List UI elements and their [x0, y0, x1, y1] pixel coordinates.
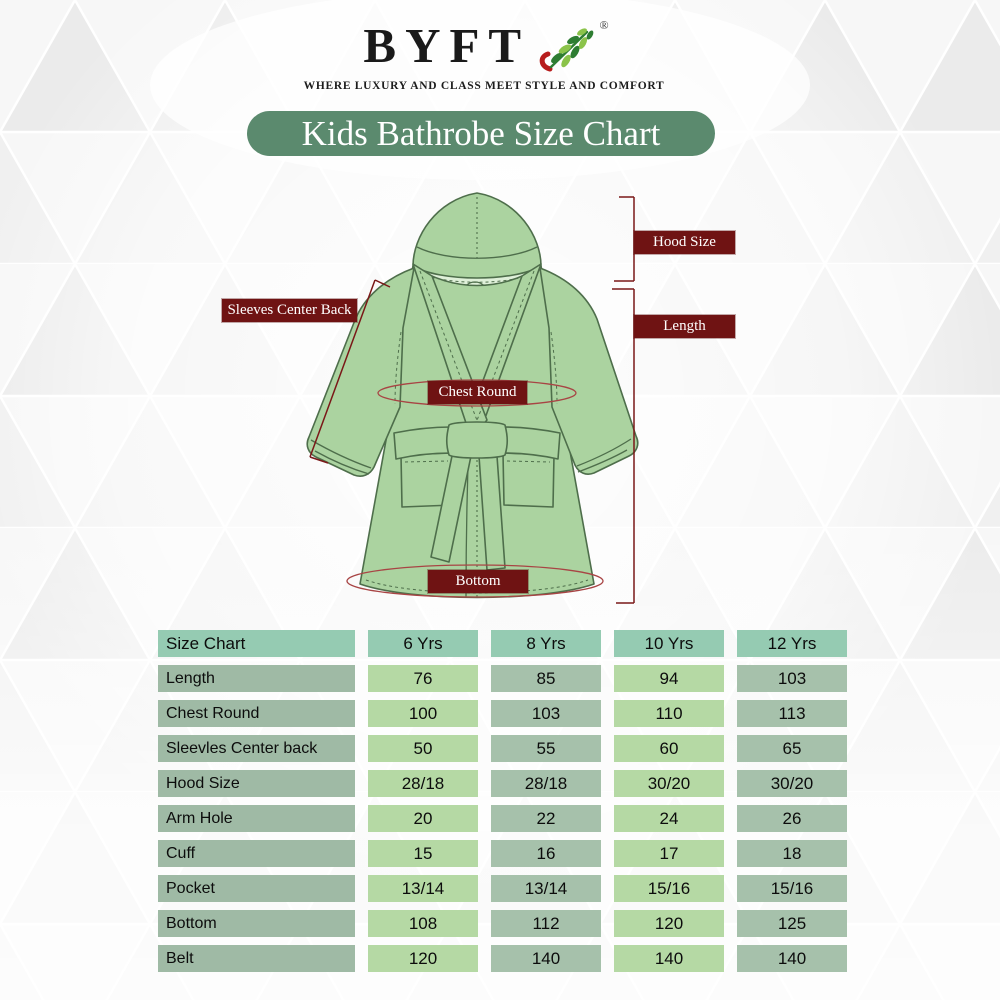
- table-header-8yrs: 8 Yrs: [491, 630, 601, 657]
- value-cell: 125: [737, 910, 847, 937]
- value-cell: 28/18: [491, 770, 601, 797]
- leaf-branch-icon: ®: [539, 18, 609, 74]
- value-cell: 120: [614, 910, 724, 937]
- table-header-6yrs: 6 Yrs: [368, 630, 478, 657]
- value-cell: 120: [368, 945, 478, 972]
- value-cell: 140: [491, 945, 601, 972]
- value-cell: 65: [737, 735, 847, 762]
- table-header-10yrs: 10 Yrs: [614, 630, 724, 657]
- value-cell: 30/20: [614, 770, 724, 797]
- value-cell: 17: [614, 840, 724, 867]
- value-cell: 15/16: [737, 875, 847, 902]
- value-cell: 20: [368, 805, 478, 832]
- value-cell: 76: [368, 665, 478, 692]
- label-hood-size: Hood Size: [634, 231, 735, 254]
- value-cell: 103: [491, 700, 601, 727]
- label-bottom: Bottom: [428, 570, 528, 593]
- row-label-cell: Hood Size: [158, 770, 355, 797]
- row-label-cell: Sleevles Center back: [158, 735, 355, 762]
- value-cell: 140: [614, 945, 724, 972]
- size-table: Size Chart 6 Yrs 8 Yrs 10 Yrs 12 Yrs Len…: [158, 630, 847, 972]
- value-cell: 24: [614, 805, 724, 832]
- value-cell: 94: [614, 665, 724, 692]
- value-cell: 15: [368, 840, 478, 867]
- value-cell: 26: [737, 805, 847, 832]
- row-label-cell: Cuff: [158, 840, 355, 867]
- value-cell: 110: [614, 700, 724, 727]
- value-cell: 50: [368, 735, 478, 762]
- value-cell: 30/20: [737, 770, 847, 797]
- value-cell: 55: [491, 735, 601, 762]
- row-label-cell: Pocket: [158, 875, 355, 902]
- row-label-cell: Belt: [158, 945, 355, 972]
- row-label-cell: Bottom: [158, 910, 355, 937]
- label-length: Length: [634, 315, 735, 338]
- brand-logo: BYFT ®: [0, 18, 964, 74]
- brand-name: BYFT: [363, 18, 531, 73]
- value-cell: 140: [737, 945, 847, 972]
- table-header-12yrs: 12 Yrs: [737, 630, 847, 657]
- value-cell: 16: [491, 840, 601, 867]
- row-label-cell: Length: [158, 665, 355, 692]
- brand-tagline: WHERE LUXURY AND CLASS MEET STYLE AND CO…: [303, 80, 665, 92]
- row-label-cell: Chest Round: [158, 700, 355, 727]
- value-cell: 28/18: [368, 770, 478, 797]
- value-cell: 22: [491, 805, 601, 832]
- value-cell: 112: [491, 910, 601, 937]
- value-cell: 85: [491, 665, 601, 692]
- value-cell: 108: [368, 910, 478, 937]
- value-cell: 13/14: [368, 875, 478, 902]
- value-cell: 100: [368, 700, 478, 727]
- value-cell: 103: [737, 665, 847, 692]
- page-title: Kids Bathrobe Size Chart: [247, 111, 715, 156]
- row-label-cell: Arm Hole: [158, 805, 355, 832]
- value-cell: 13/14: [491, 875, 601, 902]
- value-cell: 15/16: [614, 875, 724, 902]
- label-chest-round: Chest Round: [428, 381, 527, 404]
- value-cell: 18: [737, 840, 847, 867]
- table-header-size-chart: Size Chart: [158, 630, 355, 657]
- value-cell: 113: [737, 700, 847, 727]
- value-cell: 60: [614, 735, 724, 762]
- label-sleeves-center-back: Sleeves Center Back: [222, 299, 357, 322]
- registered-trademark: ®: [599, 18, 609, 32]
